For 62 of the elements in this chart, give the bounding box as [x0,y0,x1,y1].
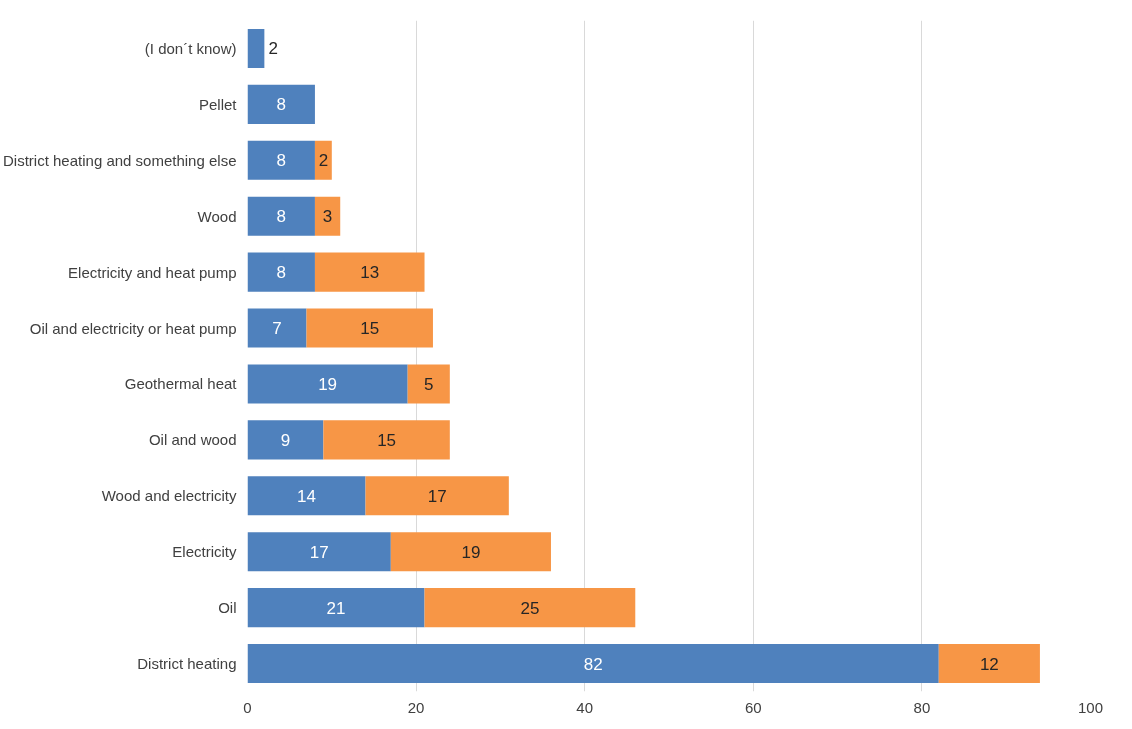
y-tick-label: Oil and electricity or heat pump [29,319,237,337]
x-tick-label: 100 [1077,698,1104,716]
data-label: 17 [309,542,329,562]
bar [247,420,324,460]
y-tick-label: Oil and wood [148,431,237,449]
bar [424,588,636,628]
x-tick-label: 0 [243,698,252,716]
data-label: 25 [520,598,540,618]
y-tick-label: Electricity [172,543,237,561]
data-label: 17 [427,486,447,506]
y-tick-label: Electricity and heat pump [68,263,237,281]
bar [314,196,341,236]
bar [247,364,408,404]
data-label: 8 [276,263,286,283]
bar [938,643,1040,684]
data-label: 8 [276,207,286,227]
bar [247,84,315,124]
y-tick-label: Geothermal heat [124,375,238,393]
data-label: 15 [377,430,397,450]
y-tick-label: Wood and electricity [101,487,237,505]
bar [323,420,450,460]
data-label: 14 [297,486,316,506]
data-label: 19 [318,374,338,394]
x-tick-label: 80 [913,698,931,716]
bar [314,140,332,180]
x-tick-label: 60 [744,698,762,716]
bar [247,140,315,180]
data-label: 12 [979,654,999,674]
bar [247,476,366,516]
bar [314,252,425,292]
data-label: 5 [424,374,434,394]
data-label: 19 [461,542,481,562]
x-tick-label: 20 [407,698,425,716]
bar [306,308,433,348]
data-label: 21 [326,598,346,618]
y-tick-label: Wood [197,207,237,225]
bar [247,196,315,236]
bar [247,308,307,348]
bar [407,364,450,404]
data-label: 3 [322,207,333,227]
data-label: 8 [276,151,286,171]
data-label: 2 [268,39,279,59]
bar [247,643,939,684]
bar [247,252,315,292]
data-label: 9 [280,430,291,450]
y-tick-label: (I don´t know) [144,39,237,57]
bar [247,532,391,572]
data-label: 8 [276,95,286,115]
data-label: 15 [360,319,380,339]
bar [247,588,425,628]
y-tick-label: District heating [137,655,237,673]
data-label: 82 [583,654,603,674]
x-tick-label: 40 [576,698,594,716]
bar [247,28,265,69]
y-tick-label: Pellet [198,95,238,113]
data-label: 13 [360,263,380,283]
data-label: 2 [318,151,329,171]
data-label: 7 [272,319,282,339]
bar [365,476,509,516]
y-tick-label: Oil [218,599,237,617]
bar [390,532,551,572]
y-tick-label: District heating and something else [3,151,237,169]
